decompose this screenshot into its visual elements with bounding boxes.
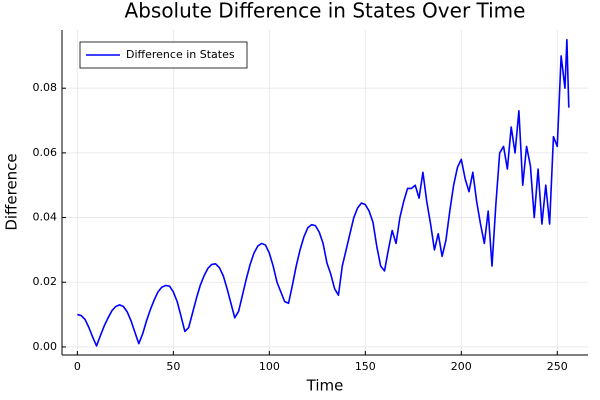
x-tick-label: 150: [355, 360, 376, 373]
y-axis-label: Difference: [3, 153, 21, 230]
y-tick-label: 0.00: [33, 340, 58, 353]
x-tick-label: 250: [547, 360, 568, 373]
x-axis-label: Time: [306, 377, 344, 395]
x-tick-label: 50: [166, 360, 180, 373]
y-tick-label: 0.06: [33, 146, 58, 159]
series-line: [77, 38, 570, 347]
chart-title: Absolute Difference in States Over Time: [125, 0, 526, 23]
y-tick-label: 0.04: [33, 211, 58, 224]
x-tick-label: 100: [259, 360, 280, 373]
x-tick-label: 0: [74, 360, 81, 373]
y-tick-label: 0.02: [33, 275, 58, 288]
x-tick-label: 200: [451, 360, 472, 373]
legend-label: Difference in States: [126, 48, 235, 61]
y-tick-label: 0.08: [33, 81, 58, 94]
